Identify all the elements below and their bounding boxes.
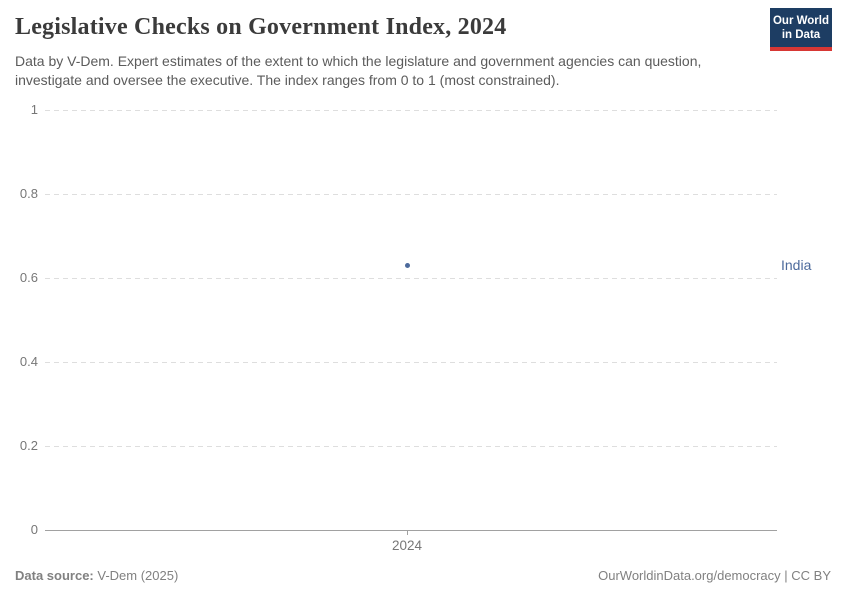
data-source: Data source: V-Dem (2025): [15, 568, 178, 583]
owid-logo-line1: Our World: [772, 15, 829, 27]
x-axis-line: [45, 529, 777, 531]
data-source-label: Data source:: [15, 568, 94, 583]
data-point-india[interactable]: [404, 262, 410, 268]
chart-footer: Data source: V-Dem (2025) OurWorldinData…: [15, 568, 831, 583]
gridline: [45, 361, 777, 363]
gridline: [45, 445, 777, 447]
y-tick-label: 0: [30, 522, 38, 537]
gridline: [45, 109, 777, 111]
y-tick-label: 1: [30, 102, 38, 117]
x-tick-mark: [407, 530, 408, 535]
owid-logo[interactable]: Our World in Data: [770, 8, 832, 51]
license-link[interactable]: OurWorldinData.org/democracy | CC BY: [598, 568, 831, 583]
data-source-value: V-Dem (2025): [93, 568, 179, 583]
y-tick-label: 0.2: [19, 438, 38, 453]
chart-title: Legislative Checks on Government Index, …: [15, 14, 507, 40]
y-tick-label: 0.8: [19, 186, 38, 201]
owid-logo-line2: in Data: [781, 29, 821, 41]
gridline: [45, 277, 777, 279]
chart-subtitle: Data by V-Dem. Expert estimates of the e…: [15, 53, 702, 88]
entity-label-india[interactable]: India: [781, 257, 812, 274]
x-tick-label: 2024: [391, 538, 423, 553]
gridline: [45, 193, 777, 195]
y-tick-label: 0.6: [19, 270, 38, 285]
y-tick-label: 0.4: [19, 354, 38, 369]
